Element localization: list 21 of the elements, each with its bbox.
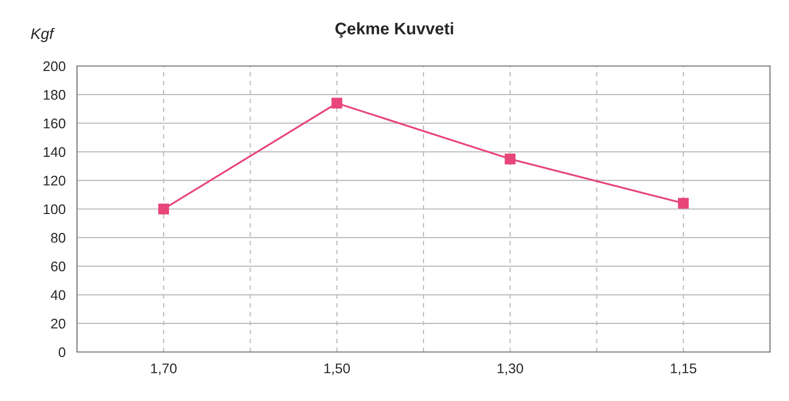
x-tick-label: 1,50 <box>324 363 350 375</box>
y-tick-label: 40 <box>50 290 66 300</box>
y-tick-label: 100 <box>44 204 66 214</box>
point <box>504 154 516 164</box>
point <box>158 204 170 214</box>
y-tick-label: 160 <box>44 118 66 128</box>
y-axis-title: Kgf <box>31 28 55 42</box>
y-tick-label: 20 <box>51 318 66 329</box>
point <box>678 198 689 209</box>
x-tick-label: 1,70 <box>151 363 177 375</box>
y-tick-label: 60 <box>51 262 66 272</box>
x-tick-label: 1,15 <box>670 364 696 375</box>
chart-title: Çekme Kuvveti <box>335 22 454 38</box>
y-tick-label: 0 <box>58 347 66 358</box>
point <box>331 98 342 109</box>
y-tick-label: 140 <box>44 147 66 157</box>
y-tick-label: 120 <box>44 176 66 186</box>
y-tick-label: 200 <box>43 61 66 72</box>
y-tick-label: 80 <box>51 232 66 243</box>
y-tick-label: 180 <box>44 90 66 100</box>
x-tick-label: 1,30 <box>498 363 524 375</box>
